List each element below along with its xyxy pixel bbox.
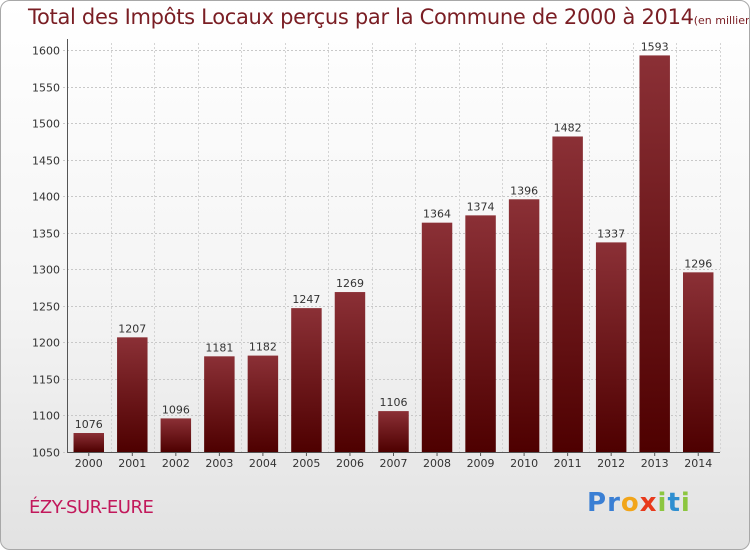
y-tick-label-1400: 1400 <box>32 191 60 204</box>
value-label-2000: 1076 <box>75 418 103 431</box>
value-label-2004: 1182 <box>249 341 277 354</box>
bar-2010 <box>508 199 540 452</box>
value-label-2009: 1374 <box>467 200 495 213</box>
chart-title-text: Total des Impôts Locaux perçus par la Co… <box>28 5 694 29</box>
bar-2007 <box>378 411 409 452</box>
x-tick-label-2009: 2009 <box>467 457 495 470</box>
chart-title-unit: (en milliers d'€) <box>693 14 750 27</box>
x-tick-label-2012: 2012 <box>597 457 625 470</box>
x-tick-label-2014: 2014 <box>684 457 712 470</box>
y-tick-label-1200: 1200 <box>32 337 60 350</box>
y-tick-label-1600: 1600 <box>32 45 60 58</box>
value-label-2007: 1106 <box>380 396 408 409</box>
chart-title: Total des Impôts Locaux perçus par la Co… <box>28 5 750 29</box>
bar-2005 <box>291 308 322 452</box>
logo-letter-5: t <box>667 488 681 518</box>
bar-2012 <box>595 242 627 452</box>
x-tick-label-2001: 2001 <box>118 457 146 470</box>
bar-2004 <box>247 355 279 452</box>
y-tick-label-1350: 1350 <box>32 228 60 241</box>
value-label-2006: 1269 <box>336 277 364 290</box>
logo-letter-3: x <box>639 488 658 518</box>
value-label-2013: 1593 <box>641 40 669 53</box>
bar-2014 <box>682 272 714 452</box>
bar-2011 <box>552 136 583 452</box>
y-tick-label-1450: 1450 <box>32 155 60 168</box>
bar-2009 <box>465 215 496 452</box>
value-label-2012: 1337 <box>597 227 625 240</box>
value-label-2002: 1096 <box>162 403 190 416</box>
x-tick-label-2006: 2006 <box>336 457 364 470</box>
x-tick-label-2010: 2010 <box>510 457 538 470</box>
x-tick-label-2004: 2004 <box>249 457 277 470</box>
x-tick-label-2011: 2011 <box>554 457 582 470</box>
commune-name: ÉZY-SUR-EURE <box>29 497 154 518</box>
bars <box>73 55 714 452</box>
value-label-2014: 1296 <box>684 257 712 270</box>
labels: 1050 1100 1150 1200 1250 1300 1350 1400 1450 1500… <box>32 40 712 470</box>
x-tick-label-2008: 2008 <box>423 457 451 470</box>
y-tick-label-1050: 1050 <box>32 447 60 460</box>
y-tick-label-1500: 1500 <box>32 118 60 131</box>
value-label-2005: 1247 <box>292 293 320 306</box>
bar-2003 <box>204 356 235 452</box>
y-tick-label-1300: 1300 <box>32 264 60 277</box>
bar-2002 <box>160 418 192 452</box>
value-label-2008: 1364 <box>423 208 451 221</box>
logo-letter-6: i <box>680 488 691 518</box>
logo-letter-1: r <box>607 488 621 518</box>
value-label-2003: 1181 <box>205 341 233 354</box>
y-tick-label-1250: 1250 <box>32 301 60 314</box>
bar-2008 <box>421 222 453 452</box>
x-tick-label-2007: 2007 <box>380 457 408 470</box>
value-label-2011: 1482 <box>554 121 582 134</box>
proxiti-logo: Proxiti <box>587 488 691 518</box>
x-tick-label-2005: 2005 <box>292 457 320 470</box>
bar-2013 <box>639 55 670 452</box>
axes <box>67 39 720 456</box>
bar-2000 <box>73 433 105 452</box>
logo-letter-4: i <box>657 488 668 518</box>
logo-letter-0: P <box>587 488 608 518</box>
y-tick-label-1100: 1100 <box>32 410 60 423</box>
bar-2001 <box>117 337 148 452</box>
x-tick-label-2000: 2000 <box>75 457 103 470</box>
x-tick-label-2003: 2003 <box>205 457 233 470</box>
value-label-2001: 1207 <box>118 322 146 335</box>
x-tick-label-2002: 2002 <box>162 457 190 470</box>
y-tick-label-1550: 1550 <box>32 82 60 95</box>
bar-2006 <box>334 292 366 452</box>
value-label-2010: 1396 <box>510 184 538 197</box>
x-tick-label-2013: 2013 <box>641 457 669 470</box>
logo-letter-2: o <box>620 488 640 518</box>
y-tick-label-1150: 1150 <box>32 374 60 387</box>
